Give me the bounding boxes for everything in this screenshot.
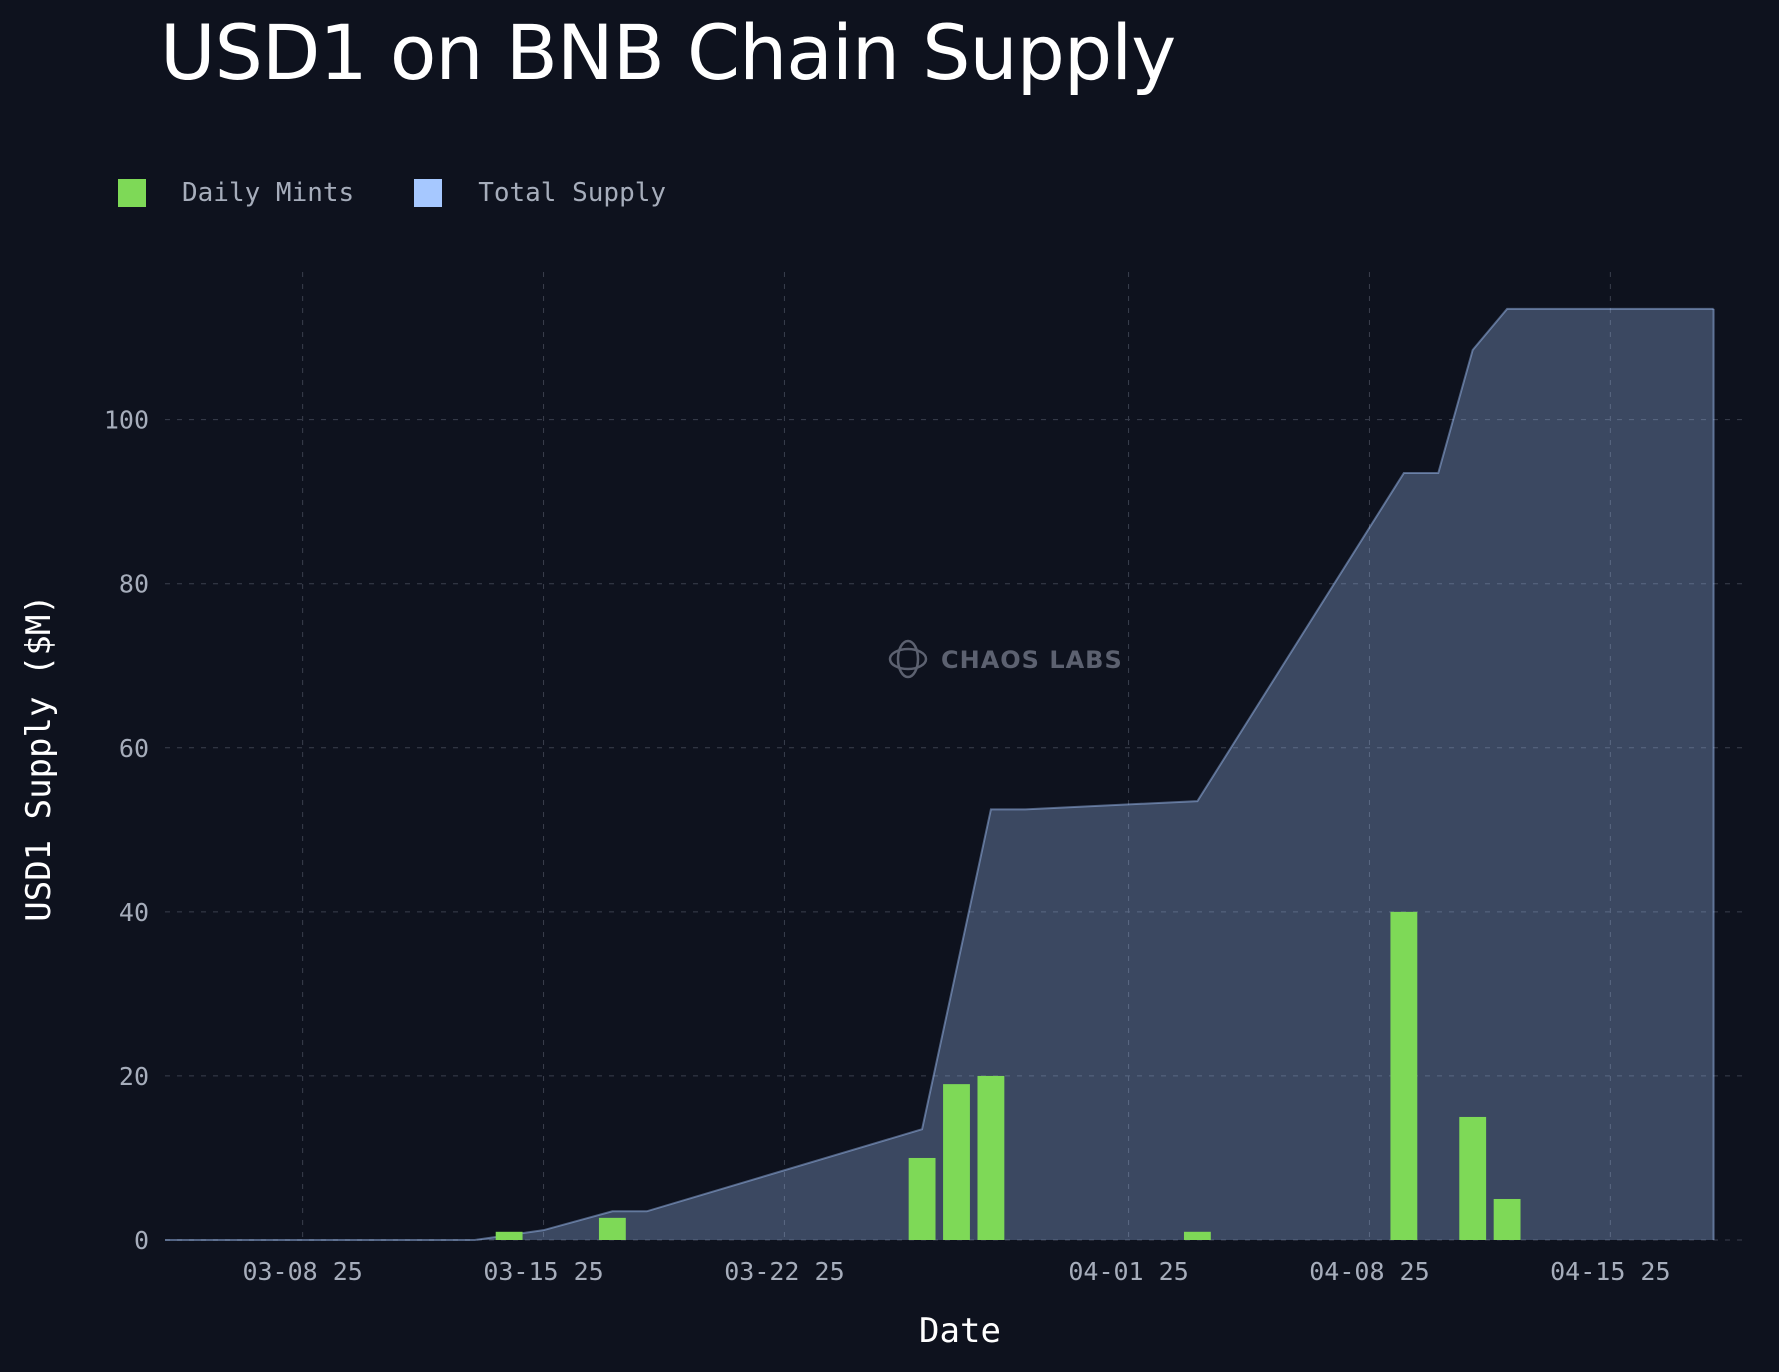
y-tick-label: 20 (119, 1062, 149, 1091)
x-tick-label: 04-08 25 (1309, 1257, 1429, 1286)
daily-mint-bar (1493, 1198, 1521, 1240)
x-tick-label: 03-15 25 (483, 1257, 603, 1286)
legend-item-daily-mints[interactable]: Daily Mints (118, 178, 354, 208)
total-supply-fill (165, 308, 1714, 1240)
y-tick-label: 100 (104, 406, 149, 435)
chaos-labs-logo-icon (888, 639, 928, 679)
watermark-text: CHAOS LABS (941, 646, 1123, 674)
y-tick-label: 60 (119, 734, 149, 763)
y-tick-label: 80 (119, 570, 149, 599)
y-axis-ticks: 0 20 40 60 80 100 (104, 406, 149, 1255)
y-tick-label: 40 (119, 898, 149, 927)
daily-mint-bar (977, 1075, 1005, 1240)
x-tick-label: 03-22 25 (724, 1257, 844, 1286)
daily-mint-bar (908, 1157, 936, 1240)
x-axis-ticks: 03-08 25 03-15 25 03-22 25 04-01 25 04-08 25… (242, 1257, 1670, 1286)
y-tick-label: 0 (134, 1226, 149, 1255)
daily-mint-bar (495, 1231, 523, 1240)
x-axis-label: Date (919, 1311, 1001, 1351)
legend-item-total-supply[interactable]: Total Supply (414, 178, 666, 208)
total-supply-area (165, 307, 1715, 1241)
daily-mint-bar (943, 1084, 970, 1240)
daily-mint-bar (1183, 1231, 1211, 1240)
daily-mint-bar (598, 1217, 626, 1240)
daily-mints-swatch (118, 179, 146, 207)
legend: Daily Mints Total Supply (118, 178, 726, 208)
total-supply-line (165, 307, 1714, 1241)
x-tick-label: 04-01 25 (1068, 1257, 1188, 1286)
daily-mints-bars (495, 911, 1521, 1240)
y-axis-label: USD1 Supply ($M) (19, 594, 59, 922)
total-supply-swatch (414, 179, 443, 207)
grid-lines (165, 272, 1748, 1241)
x-tick-label: 04-15 25 (1550, 1257, 1670, 1286)
x-tick-label: 03-08 25 (242, 1257, 362, 1286)
legend-label-daily-mints: Daily Mints (182, 178, 355, 208)
legend-label-total-supply: Total Supply (478, 178, 667, 208)
daily-mint-bar (1459, 1116, 1487, 1240)
chaos-labs-watermark: CHAOS LABS (888, 639, 1123, 679)
chart-title: USD1 on BNB Chain Supply (160, 8, 1176, 97)
daily-mint-bar (1390, 911, 1418, 1240)
